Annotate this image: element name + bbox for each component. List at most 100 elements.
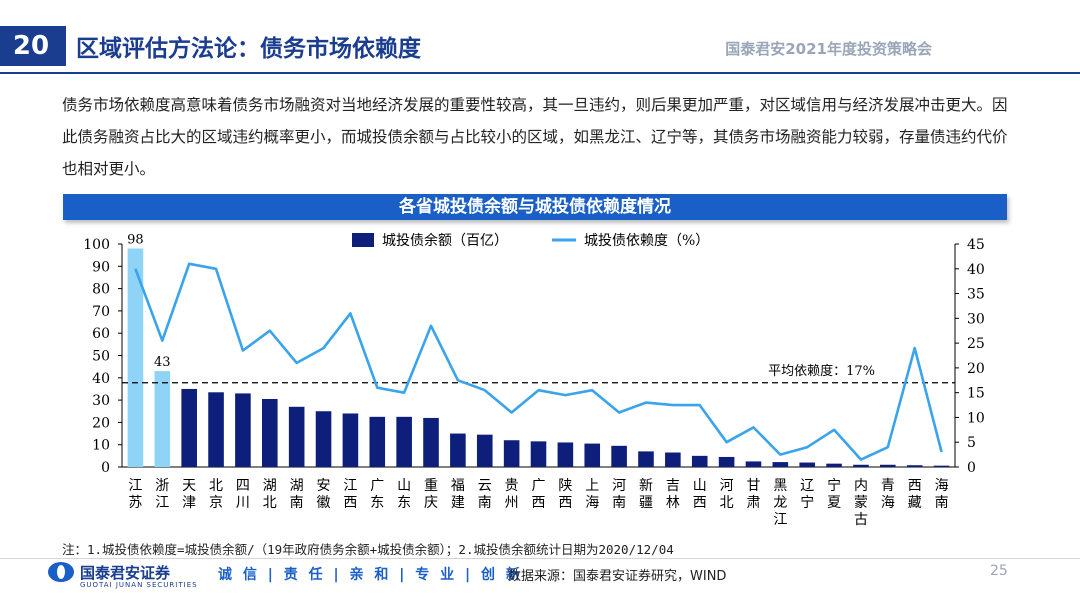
right-tick-label: 30 <box>967 311 985 327</box>
bar <box>369 416 386 467</box>
x-category-label: 浙江 <box>155 478 169 511</box>
x-category-label: 甘肃 <box>746 478 760 511</box>
bar <box>181 388 197 467</box>
x-category-label: 青海 <box>881 478 895 511</box>
left-tick-label: 50 <box>92 349 110 365</box>
logo-icon <box>48 562 74 582</box>
x-category-label: 西藏 <box>908 478 922 511</box>
page-title: 区域评估方法论：债务市场依赖度 <box>76 36 421 62</box>
brand-text: 国泰君安2021年度投资策略会 <box>725 40 932 58</box>
legend-bar-swatch <box>352 233 374 247</box>
chart-note: 注：1.城投债依赖度=城投债余额/（19年政府债务余额+城投债余额）；2.城投债… <box>62 542 674 557</box>
x-category-label: 福建 <box>451 478 465 511</box>
x-category-label: 云南 <box>478 478 492 511</box>
right-tick-label: 40 <box>967 262 985 278</box>
chart-title: 各省城投债余额与城投债依赖度情况 <box>63 194 1007 220</box>
x-category-label: 山东 <box>397 478 411 511</box>
bar <box>396 416 412 467</box>
bar <box>880 464 896 467</box>
x-category-label: 天津 <box>182 478 196 511</box>
logo-text: 国泰君安证券 <box>80 563 171 582</box>
x-category-label: 上海 <box>585 478 599 511</box>
bar <box>530 441 547 467</box>
bar <box>584 443 601 467</box>
x-category-label: 辽宁 <box>800 478 814 511</box>
x-category-label: 贵州 <box>505 478 519 511</box>
bar <box>638 451 654 467</box>
x-category-label: 宁夏 <box>827 477 841 511</box>
footer-page-number: 25 <box>990 563 1008 579</box>
x-category-label: 海南 <box>935 478 949 511</box>
left-tick-label: 80 <box>92 282 110 298</box>
x-category-label: 重庆 <box>424 478 438 511</box>
right-tick-label: 35 <box>967 287 985 303</box>
x-category-label: 安徽 <box>317 478 331 511</box>
left-tick-label: 100 <box>83 237 110 253</box>
x-category-label: 河北 <box>720 478 734 511</box>
bar <box>745 461 762 467</box>
right-tick-label: 15 <box>967 386 985 402</box>
x-category-label: 北京 <box>209 478 223 511</box>
left-tick-label: 30 <box>92 393 110 409</box>
intro-paragraph: 债务市场依赖度高意味着债务市场融资对当地经济发展的重要性较高，其一旦违约，则后果… <box>62 96 1008 178</box>
bar <box>906 465 923 467</box>
bar-data-label: 43 <box>154 355 171 370</box>
footer-divider <box>0 558 1080 559</box>
left-tick-label: 10 <box>92 438 110 454</box>
company-logo: 国泰君安证券 <box>48 562 170 582</box>
left-tick-label: 20 <box>92 415 110 431</box>
bar <box>691 455 708 467</box>
reference-line-label: 平均依赖度：17% <box>768 363 875 379</box>
x-category-label: 陕西 <box>558 478 572 511</box>
bar <box>503 440 520 467</box>
x-category-label: 新疆 <box>639 478 653 511</box>
left-tick-label: 60 <box>92 326 110 342</box>
x-category-label: 四川 <box>236 478 250 511</box>
legend-bar-label: 城投债余额（百亿） <box>382 232 508 249</box>
bar <box>826 463 842 467</box>
legend-line-label: 城投债依赖度（%） <box>584 233 709 249</box>
x-category-label: 山西 <box>693 478 707 511</box>
data-source: 数据来源：国泰君安证券研究，WIND <box>508 569 727 584</box>
x-category-label: 湖南 <box>290 478 304 511</box>
title-divider <box>0 72 1080 74</box>
left-tick-label: 40 <box>92 371 110 387</box>
x-category-label: 河南 <box>612 478 626 511</box>
left-tick-label: 70 <box>92 304 110 320</box>
right-tick-label: 10 <box>967 410 985 426</box>
slogan: 诚 信 | 责 任 | 亲 和 | 专 业 | 创 新 <box>218 567 523 583</box>
right-tick-label: 0 <box>967 460 976 476</box>
bar <box>611 445 627 467</box>
logo-subtext: GUOTAI JUNAN SECURITIES <box>80 581 198 589</box>
bar <box>423 417 439 467</box>
page-number-badge: 20 <box>0 26 62 66</box>
bar <box>315 411 332 467</box>
bar <box>557 442 574 467</box>
bar <box>127 248 144 467</box>
left-tick-label: 0 <box>101 460 110 476</box>
x-category-label: 广西 <box>532 478 546 511</box>
x-category-label: 吉林 <box>666 478 680 511</box>
bar <box>450 433 466 467</box>
x-category-label: 江苏 <box>128 478 142 511</box>
x-category-label: 江西 <box>343 478 357 511</box>
right-tick-label: 20 <box>967 361 985 377</box>
right-tick-label: 5 <box>967 435 976 451</box>
bar <box>235 393 251 467</box>
left-tick-label: 90 <box>92 259 110 275</box>
bar <box>772 462 789 467</box>
x-category-label: 内蒙古 <box>854 478 868 528</box>
bar <box>288 406 305 467</box>
bar <box>718 456 735 467</box>
right-tick-label: 25 <box>967 336 985 352</box>
bar <box>933 465 950 467</box>
bar-data-label: 98 <box>127 232 144 247</box>
title-accent-bar <box>62 26 66 66</box>
bar <box>154 371 171 467</box>
bar <box>665 452 681 467</box>
bar <box>208 392 224 467</box>
x-category-label: 黑龙江 <box>773 478 787 528</box>
bar <box>476 434 493 467</box>
x-category-label: 广东 <box>370 478 384 511</box>
bar <box>853 464 869 467</box>
